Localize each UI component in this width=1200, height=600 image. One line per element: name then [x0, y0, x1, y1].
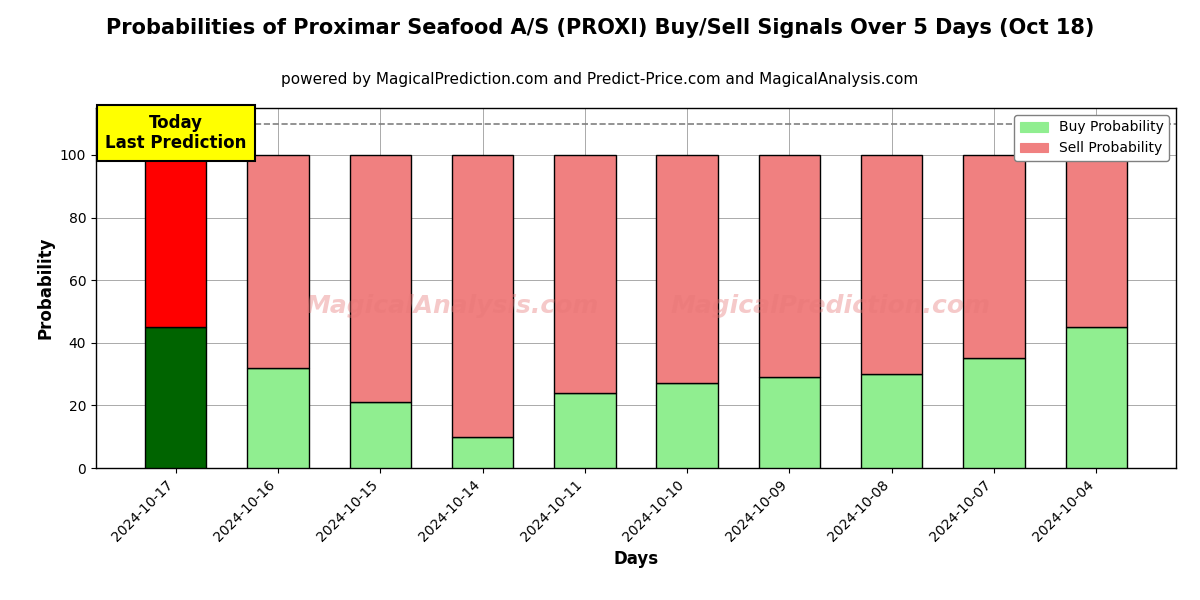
- X-axis label: Days: Days: [613, 550, 659, 568]
- Bar: [1066, 155, 1127, 327]
- Bar: [862, 374, 923, 468]
- Bar: [145, 155, 206, 327]
- Bar: [349, 155, 412, 402]
- Bar: [1066, 327, 1127, 468]
- Bar: [452, 437, 514, 468]
- Bar: [862, 155, 923, 374]
- Bar: [554, 155, 616, 393]
- Bar: [656, 155, 718, 383]
- Bar: [349, 402, 412, 468]
- Bar: [758, 377, 820, 468]
- Bar: [247, 368, 308, 468]
- Legend: Buy Probability, Sell Probability: Buy Probability, Sell Probability: [1014, 115, 1169, 161]
- Bar: [145, 327, 206, 468]
- Text: Today
Last Prediction: Today Last Prediction: [106, 113, 246, 152]
- Bar: [964, 155, 1025, 358]
- Bar: [758, 155, 820, 377]
- Text: MagicalAnalysis.com: MagicalAnalysis.com: [306, 294, 599, 318]
- Bar: [656, 383, 718, 468]
- Text: Probabilities of Proximar Seafood A/S (PROXI) Buy/Sell Signals Over 5 Days (Oct : Probabilities of Proximar Seafood A/S (P…: [106, 18, 1094, 38]
- Text: powered by MagicalPrediction.com and Predict-Price.com and MagicalAnalysis.com: powered by MagicalPrediction.com and Pre…: [281, 72, 919, 87]
- Y-axis label: Probability: Probability: [36, 237, 54, 339]
- Bar: [964, 358, 1025, 468]
- Bar: [247, 155, 308, 368]
- Text: MagicalPrediction.com: MagicalPrediction.com: [671, 294, 990, 318]
- Bar: [452, 155, 514, 437]
- Bar: [554, 393, 616, 468]
